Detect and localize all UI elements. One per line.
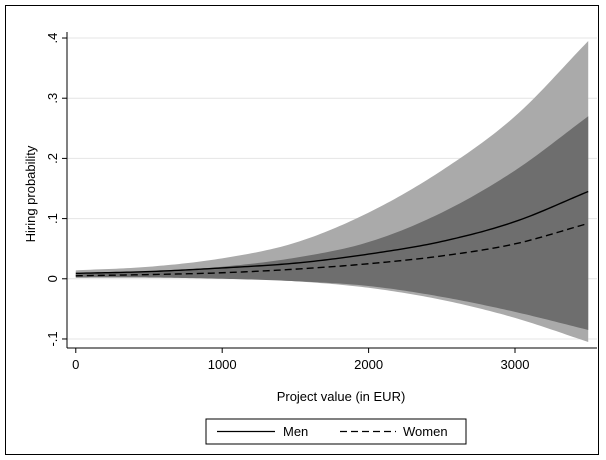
y-tick-label: .3 xyxy=(45,93,60,104)
chart: -.1 0 .1 .2 .3 .4 0 1000 2000 3000 Project value … xyxy=(23,32,597,445)
line-layer xyxy=(75,190,589,277)
x-tick-label: 0 xyxy=(72,357,79,372)
x-tick-label: 2000 xyxy=(354,357,383,372)
band-layer xyxy=(75,41,589,342)
series-line-women xyxy=(75,222,589,277)
x-axis-title: Project value (in EUR) xyxy=(277,389,406,404)
x-tick-label: 3000 xyxy=(501,357,530,372)
ci-band-women xyxy=(75,116,589,330)
y-axis-title: Hiring probability xyxy=(23,145,38,242)
series-line-men xyxy=(75,190,589,275)
axis-layer: -.1 0 .1 .2 .3 .4 0 1000 2000 3000 xyxy=(45,32,597,372)
legend-women-label: Women xyxy=(403,424,448,439)
y-tick-label: .2 xyxy=(45,153,60,164)
y-tick-label: -.1 xyxy=(45,331,60,346)
legend-men-label: Men xyxy=(283,424,308,439)
legend: Men Women xyxy=(205,418,467,445)
grid-layer xyxy=(67,37,597,340)
y-tick-label: .1 xyxy=(45,213,60,224)
y-tick-label: 0 xyxy=(45,275,60,282)
chart-frame: -.1 0 .1 .2 .3 .4 0 1000 2000 3000 Project value … xyxy=(5,5,599,455)
x-tick-label: 1000 xyxy=(208,357,237,372)
y-tick-label: .4 xyxy=(45,33,60,44)
